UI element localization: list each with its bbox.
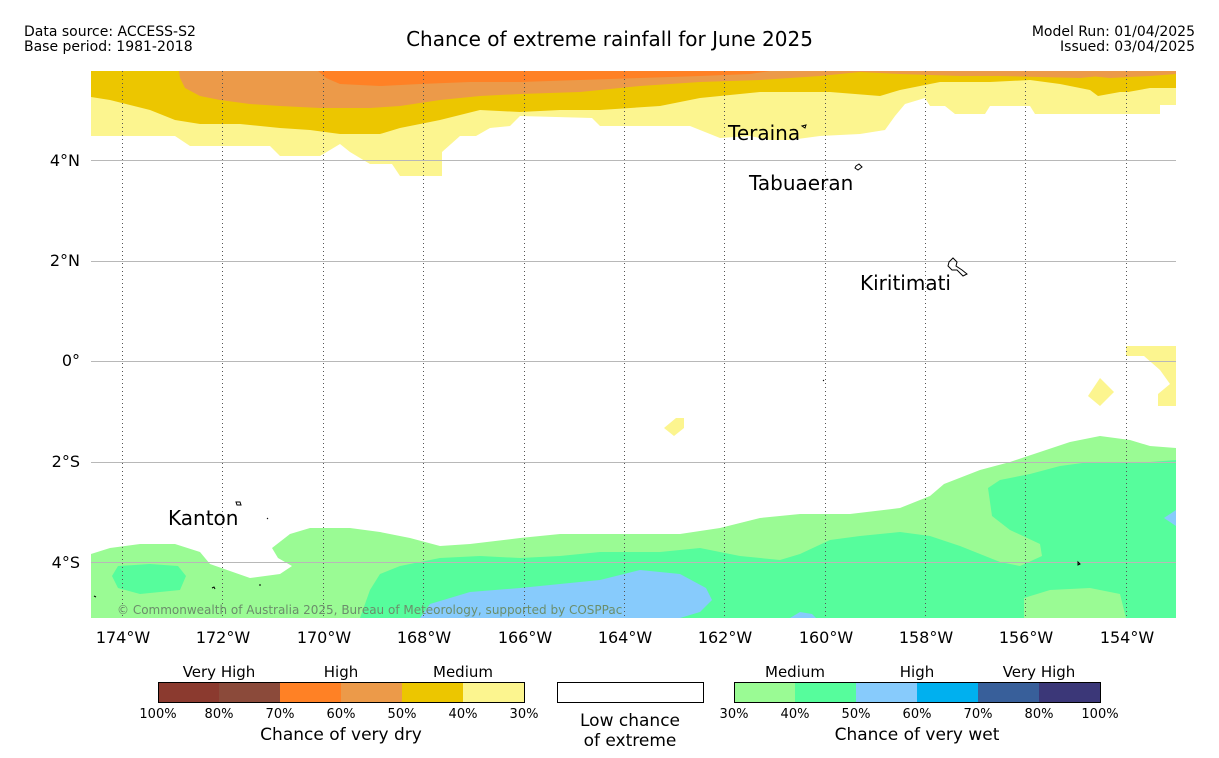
legend-low-swatch [557,682,704,703]
legend-wet-tick: 100% [1081,707,1119,722]
place-label-kiritimati: Kiritimati [860,271,951,295]
legend-wet-tick: 70% [963,707,993,722]
kanton-island-outline [235,501,242,506]
lon-label-170w: 170°W [296,628,352,647]
island-outlines [93,124,1081,598]
issued-text: Issued: 03/04/2025 [1060,39,1195,55]
wet-medium-area-southeast [1024,588,1126,618]
wet-high-area-south [790,612,816,618]
lon-label-172w: 172°W [195,628,251,647]
legend-wet-tick: 30% [719,707,749,722]
legend-wet-high-label: High [899,663,935,681]
lat-label-equator: 0° [61,351,80,370]
legend-dry-swatch-5 [402,682,463,703]
dry-patch-central [664,418,684,436]
legend-dry-swatch-1 [158,682,219,703]
legend-dry-tick: 80% [204,707,234,722]
header-model-run: Model Run: 01/04/2025 Issued: 03/04/2025 [1032,25,1195,55]
wet-high-area [420,570,712,618]
place-label-kanton: Kanton [168,506,239,530]
wet-high-area-east-edge [1164,510,1176,526]
legend-wet-tick: 40% [780,707,810,722]
legend-wet-tick: 50% [841,707,871,722]
legend-wet-swatch-4 [917,682,978,703]
small-island-6 [1077,560,1081,566]
lon-label-164w: 164°W [597,628,653,647]
kiritimati-island-outline [947,257,968,277]
small-island-1 [266,517,269,520]
legend-wet-caption: Chance of very wet [834,725,1000,745]
tabuaeran-island-outline [854,163,863,171]
legend-dry-border [158,682,525,703]
dry-patch-east-small [1088,378,1114,406]
copyright-notice: © Commonwealth of Australia 2025, Bureau… [117,603,623,617]
small-island-5 [822,379,825,382]
legend-wet-medium-label: Medium [765,663,825,681]
place-label-teraina: Teraina [728,121,801,145]
legend-dry-swatch-4 [341,682,402,703]
wet-medium-high-area-west [112,564,186,594]
lon-label-162w: 162°W [697,628,753,647]
legend-wet-very-high-label: Very High [1002,663,1076,681]
legend-dry-high-label: High [323,663,359,681]
base-period-text: Base period: 1981-2018 [24,39,193,55]
legend-dry-swatch-6 [463,682,524,703]
lat-label-2s: 2°S [51,452,80,471]
legend-wet-swatch-5 [978,682,1039,703]
legend-wet-swatch-6 [1039,682,1100,703]
legend-dry-tick: 70% [265,707,295,722]
map-fields [91,71,1176,618]
dry-high-area-east [1080,71,1176,78]
lat-label-2n: 2°N [49,251,80,270]
small-island-4 [93,595,97,598]
legend-dry-medium-label: Medium [433,663,493,681]
legend-wet-border [734,682,1101,703]
model-run-text: Model Run: 01/04/2025 [1031,24,1195,40]
legend-dry-tick: 40% [448,707,478,722]
lon-label-156w: 156°W [998,628,1054,647]
dry-high-area [318,71,770,86]
legend-low-caption-line1: Low chance [580,711,680,731]
legend-wet-tick: 80% [1024,707,1054,722]
legend-dry-very-high-label: Very High [182,663,256,681]
data-source-text: Data source: ACCESS-S2 [24,24,196,40]
legend-wet-tick: 60% [902,707,932,722]
legend-dry-swatch-2 [219,682,280,703]
lat-label-4n: 4°N [49,151,80,170]
wet-medium-high-area [360,460,1176,618]
lon-label-174w: 174°W [95,628,151,647]
lon-label-166w: 166°W [497,628,553,647]
legend-dry-tick: 50% [387,707,417,722]
legend-dry-swatch-3 [280,682,341,703]
small-island-2 [211,586,216,590]
lon-label-160w: 160°W [798,628,854,647]
legend-dry-tick: 60% [326,707,356,722]
lon-label-168w: 168°W [396,628,452,647]
place-label-tabuaeran: Tabuaeran [749,171,854,195]
legend-dry-tick: 30% [509,707,539,722]
legend-wet-swatch-1 [734,682,795,703]
legend-low-caption-line2: of extreme [583,731,677,751]
legend-wet-swatch-3 [856,682,917,703]
page-title: Chance of extreme rainfall for June 2025 [406,27,813,51]
legend-dry-tick: 100% [139,707,177,722]
lon-label-158w: 158°W [898,628,954,647]
teraina-island-outline [800,124,807,129]
lon-label-154w: 154°W [1099,628,1155,647]
legend-dry-caption: Chance of very dry [260,725,422,745]
latitude-gridlines [91,160,1176,563]
legend-wet-swatch-2 [795,682,856,703]
header-data-source: Data source: ACCESS-S2 Base period: 1981… [24,25,196,55]
lat-label-4s: 4°S [51,553,80,572]
